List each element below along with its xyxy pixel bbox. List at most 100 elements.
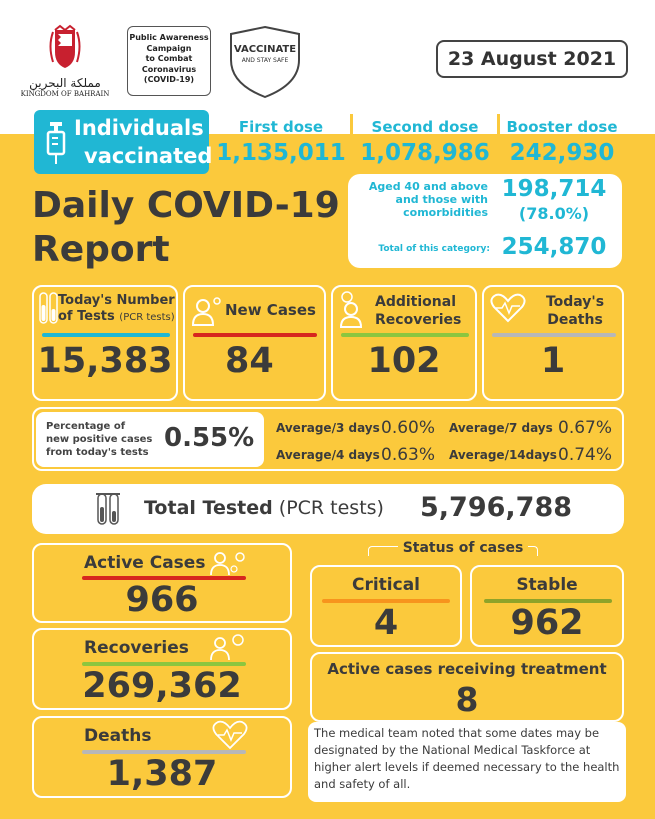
new-cases-value: 84 — [225, 341, 274, 381]
second-dose-label: Second dose — [371, 118, 479, 136]
bahrain-crest-icon — [49, 24, 81, 68]
deaths-label-line: Deaths — [547, 312, 603, 328]
critical-value: 4 — [373, 603, 399, 643]
avg3-value: 0.60% — [381, 418, 436, 438]
aged-category-value: 198,714 — [501, 176, 607, 202]
aged-label-line: and those with — [395, 193, 488, 206]
report-title-line: Daily COVID-19 — [32, 185, 340, 226]
positivity-label-line: new positive cases — [46, 434, 153, 445]
recovery-person-icon — [210, 634, 244, 661]
avg14-value: 0.74% — [558, 445, 613, 465]
report-date: 23 August 2021 — [436, 40, 628, 78]
positivity-label-line: Percentage of — [46, 421, 126, 432]
recoveries-label-line: Additional — [375, 294, 456, 310]
avg3-label: Average/3 days — [276, 421, 380, 435]
pcr-suffix: (PCR tests) — [278, 497, 384, 519]
report-title: Daily COVID-19 Report — [32, 184, 340, 272]
daily-deaths-label: Today's Deaths — [530, 293, 620, 329]
deaths-label: Deaths — [84, 726, 152, 746]
campaign-box: Public Awareness Campaign to Combat Coro… — [127, 26, 211, 96]
recoveries-card: Recoveries 269,362 — [32, 628, 292, 710]
kingdom-arabic-name: مملكة البحرين — [29, 76, 101, 90]
daily-deaths-card: Today's Deaths 1 — [482, 285, 624, 401]
campaign-line: Coronavirus — [141, 64, 197, 74]
vaccinate-badge: VACCINATE AND STAY SAFE — [227, 24, 303, 100]
critical-accent-bar — [322, 599, 450, 603]
campaign-line: Public Awareness — [129, 33, 209, 42]
avg4-label: Average/4 days — [276, 448, 380, 462]
deaths-value: 1,387 — [106, 754, 218, 794]
daily-tests-card: Today's Number of Tests (PCR tests) 15,3… — [32, 285, 178, 401]
campaign-line: Campaign — [146, 43, 192, 53]
recoveries-accent-bar — [341, 333, 469, 337]
positivity-panel — [32, 407, 624, 471]
aged-category-box: Aged 40 and above and those with comorbi… — [348, 174, 622, 268]
additional-recoveries-value: 102 — [367, 341, 441, 381]
positivity-label-line: from today's tests — [46, 447, 149, 458]
kingdom-name: KINGDOM OF BAHRAIN — [20, 90, 110, 98]
recoveries-value: 269,362 — [82, 666, 242, 706]
stable-card: Stable 962 — [470, 565, 624, 647]
deaths-card: Deaths 1,387 — [32, 716, 292, 798]
individuals-vaccinated-panel: Individuals vaccinated — [34, 110, 213, 174]
vaccinated-label: vaccinated — [84, 144, 213, 168]
first-dose-label: First dose — [238, 118, 324, 136]
treatment-card: Active cases receiving treatment 8 — [310, 652, 624, 722]
avg14-label: Average/14days — [449, 448, 557, 462]
additional-recoveries-label: Additional Recoveries — [375, 293, 475, 329]
first-dose-value: 1,135,011 — [216, 140, 346, 166]
avg7-label: Average/7 days — [449, 421, 553, 435]
heart-pulse-icon — [212, 720, 248, 750]
recoveries-label-line: Recoveries — [375, 312, 462, 328]
avg4-value: 0.63% — [381, 445, 436, 465]
avg7-value: 0.67% — [558, 418, 613, 438]
daily-tests-value: 15,383 — [37, 341, 173, 381]
second-dose-value: 1,078,986 — [360, 140, 490, 166]
treatment-label: Active cases receiving treatment — [327, 660, 607, 678]
aged-label-line: comorbidities — [403, 206, 488, 219]
tests-accent-bar — [42, 333, 170, 337]
status-title: Status of cases — [398, 540, 528, 556]
total-tested-label: Total Tested (PCR tests) — [144, 497, 384, 519]
daily-tests-label-line: Today's Number — [58, 293, 175, 308]
booster-dose-label: Booster dose — [506, 118, 618, 136]
additional-recoveries-card: Additional Recoveries 102 — [331, 285, 477, 401]
category-total-label: Total of this category: — [378, 244, 490, 254]
syringe-icon — [46, 122, 66, 164]
active-cases-label: Active Cases — [84, 553, 206, 573]
virus-person-icon — [210, 552, 245, 576]
vaccinate-title: VACCINATE — [233, 44, 297, 55]
total-tested-bar: Total Tested (PCR tests) 5,796,788 — [32, 484, 624, 534]
aged-category-percent: (78.0%) — [518, 204, 590, 223]
critical-card: Critical 4 — [310, 565, 462, 647]
pcr-suffix: (PCR tests) — [119, 312, 175, 323]
aged-category-label: Aged 40 and above and those with comorbi… — [352, 180, 488, 219]
test-tubes-icon — [96, 493, 120, 525]
stable-value: 962 — [510, 603, 584, 643]
total-tested-value: 5,796,788 — [420, 492, 573, 523]
stable-label: Stable — [516, 575, 578, 595]
deaths-accent-bar — [492, 333, 616, 337]
active-cases-card: Active Cases 966 — [32, 543, 292, 623]
new-cases-accent-bar — [193, 333, 317, 337]
aged-label-line: Aged 40 and above — [368, 180, 488, 193]
active-cases-value: 966 — [125, 580, 199, 620]
recovery-person-icon — [339, 291, 363, 328]
test-tubes-icon — [39, 292, 58, 324]
deaths-label-line: Today's — [545, 294, 605, 310]
treatment-value: 8 — [455, 680, 479, 719]
campaign-line: (COVID-19) — [143, 75, 195, 84]
active-cases-accent-bar — [82, 576, 246, 580]
medical-note: The medical team noted that some dates m… — [314, 726, 620, 791]
report-title-line: Report — [32, 229, 170, 270]
daily-tests-label: Today's Number of Tests (PCR tests) — [58, 293, 180, 326]
stable-accent-bar — [484, 599, 612, 603]
divider — [497, 114, 500, 176]
new-cases-card: New Cases 84 — [183, 285, 326, 401]
critical-label: Critical — [351, 575, 421, 595]
new-cases-label: New Cases — [225, 301, 316, 319]
positivity-label: Percentage of new positive cases from to… — [46, 420, 166, 459]
deaths-accent-bar — [82, 750, 246, 754]
daily-deaths-value: 1 — [540, 341, 566, 381]
category-total-value: 254,870 — [501, 234, 607, 260]
